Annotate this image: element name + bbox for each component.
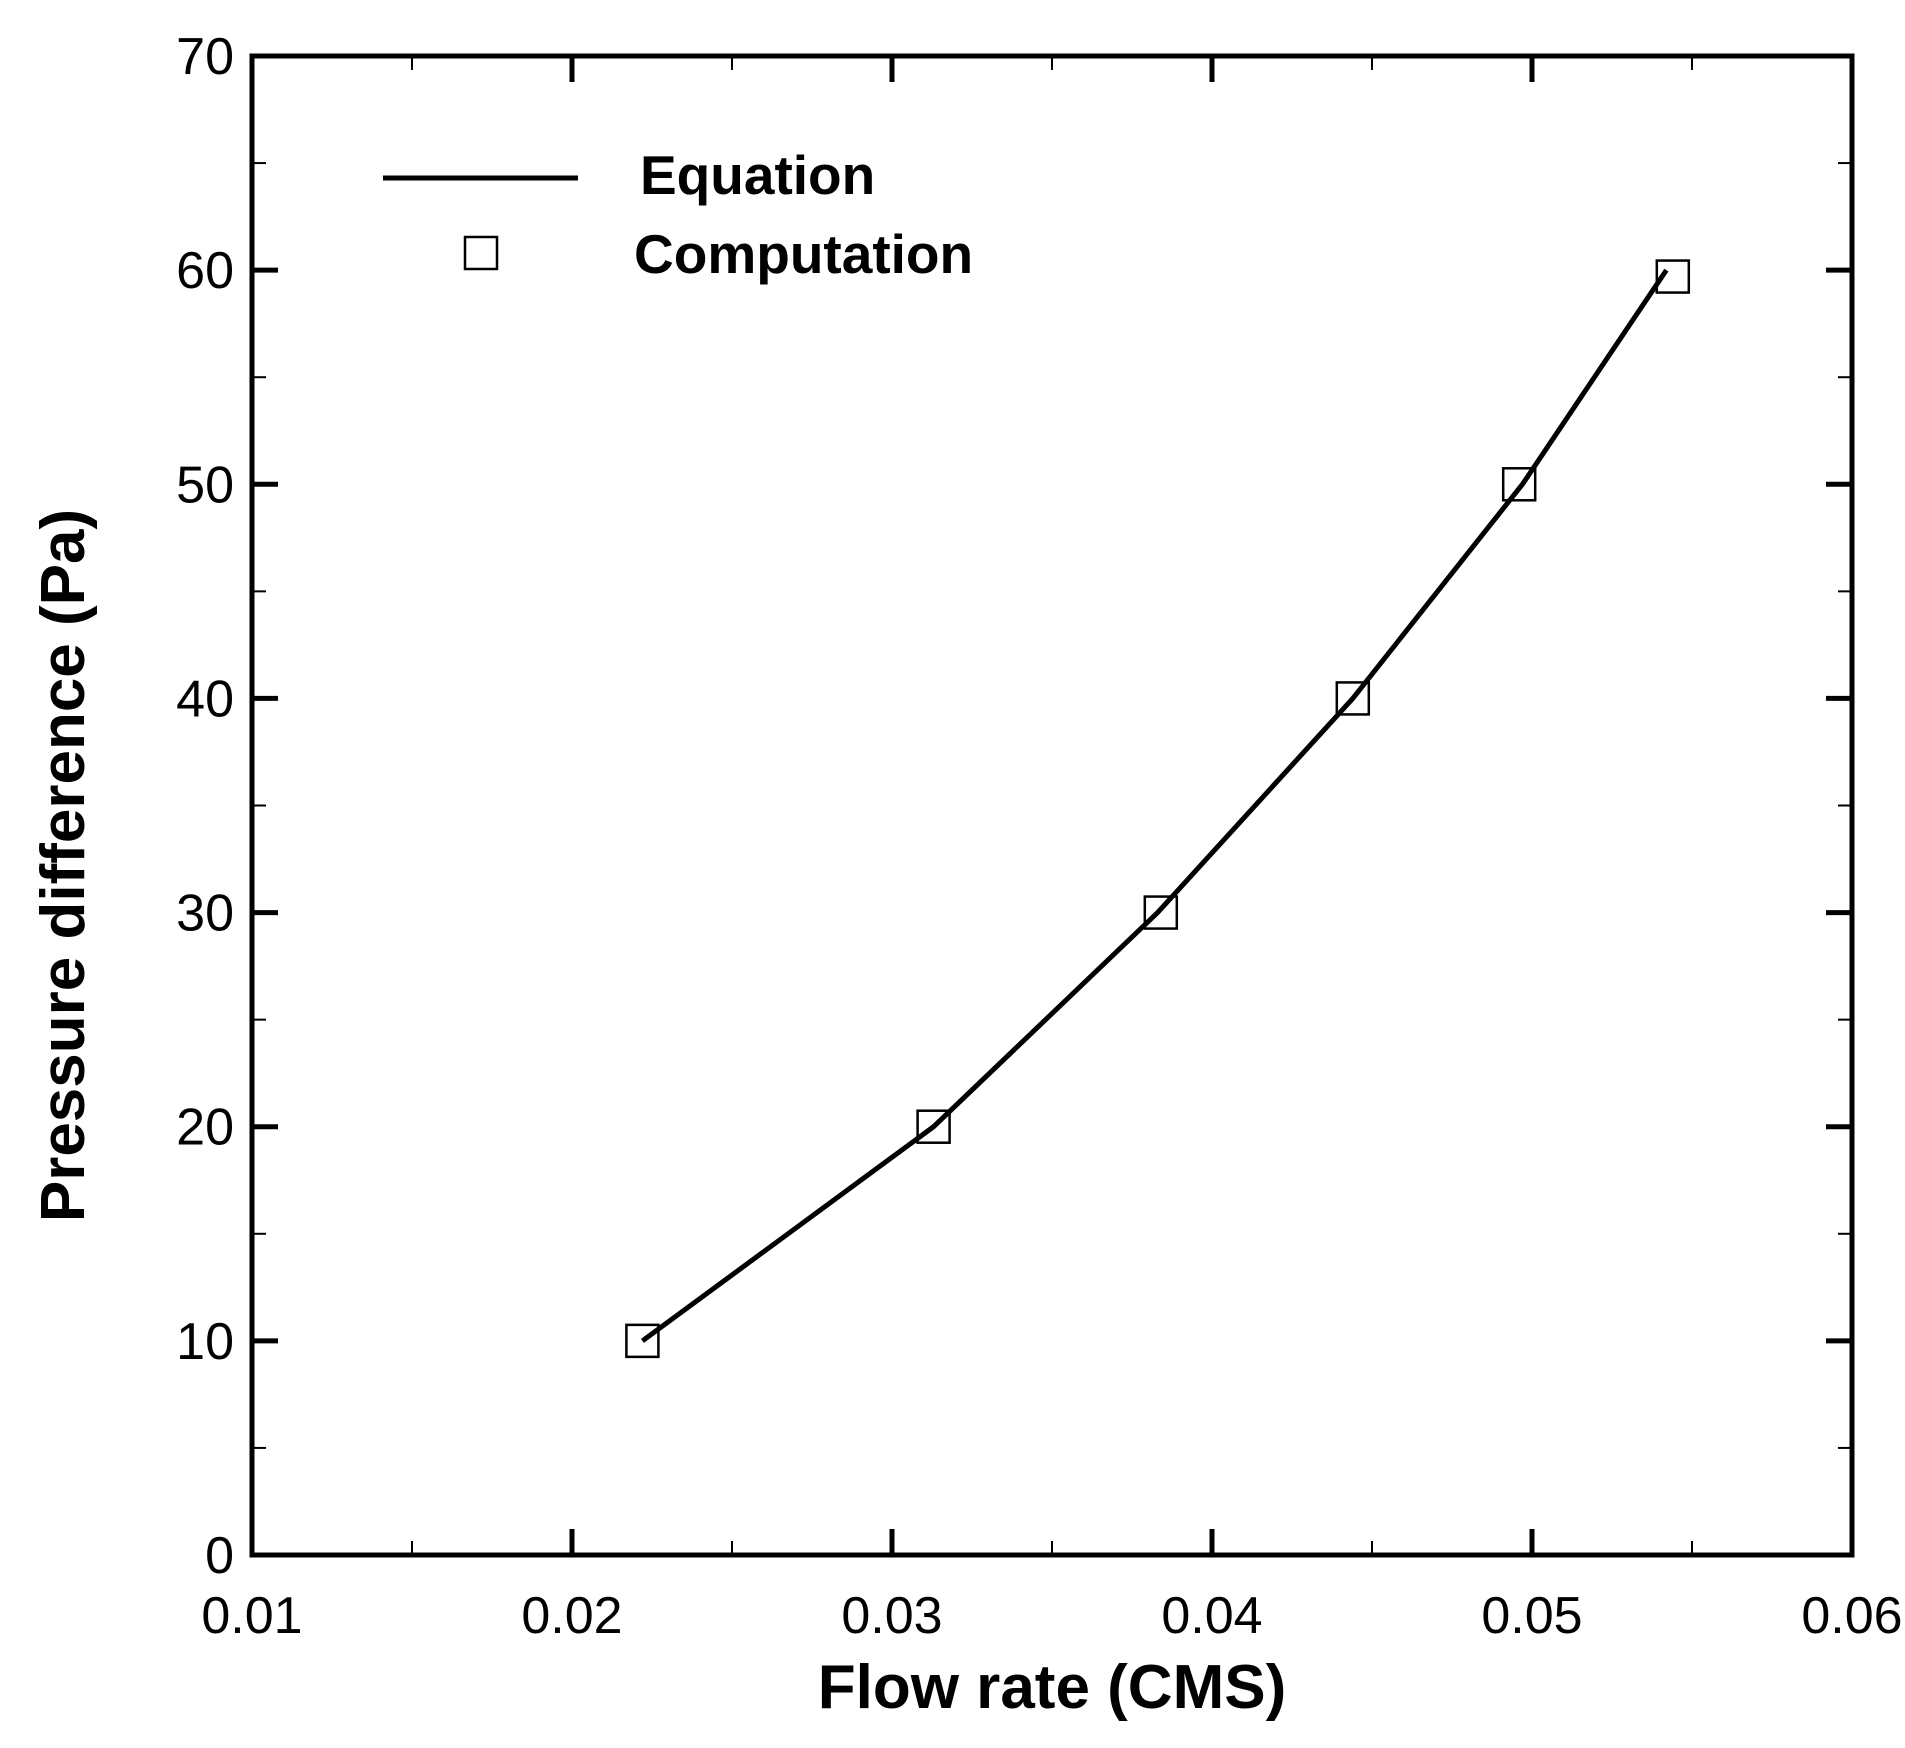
computation-marker	[916, 1109, 951, 1144]
computation-marker	[1143, 895, 1179, 930]
equation-line	[640, 268, 1669, 1343]
plot-area	[625, 259, 1691, 1359]
computation-marker	[1501, 467, 1537, 502]
computation-marker	[625, 1323, 660, 1359]
y-tick-label: 20	[176, 1099, 234, 1157]
y-tick-label: 10	[176, 1313, 234, 1371]
y-axis-title: Pressure difference (Pa)	[29, 509, 98, 1222]
y-tick-label: 30	[176, 885, 234, 943]
axis-ticks	[249, 53, 1855, 1558]
x-tick-label: 0.02	[521, 1587, 622, 1645]
computation-marker	[1335, 681, 1371, 716]
axis-tick-labels: 0.01 0.02 0.03 0.04 0.05 0.06 0 10 20 30 40 50 60 70	[176, 28, 1902, 1645]
x-tick-label: 0.05	[1481, 1587, 1582, 1645]
legend-computation-swatch	[463, 235, 499, 271]
x-tick-label: 0.01	[201, 1587, 302, 1645]
legend: Equation Computation	[383, 144, 973, 285]
x-tick-label: 0.03	[841, 1587, 942, 1645]
computation-marker	[1655, 259, 1691, 294]
y-tick-label: 60	[176, 242, 234, 300]
x-tick-label: 0.06	[1801, 1587, 1902, 1645]
legend-equation-label: Equation	[640, 144, 875, 206]
y-tick-label: 70	[176, 28, 234, 86]
legend-computation-label: Computation	[634, 223, 973, 285]
plot-frame	[249, 53, 1855, 1558]
x-tick-label: 0.04	[1161, 1587, 1262, 1645]
x-axis-title: Flow rate (CMS)	[818, 1653, 1286, 1722]
y-tick-label: 50	[176, 456, 234, 514]
y-tick-label: 40	[176, 670, 234, 728]
y-tick-label: 0	[205, 1527, 234, 1585]
